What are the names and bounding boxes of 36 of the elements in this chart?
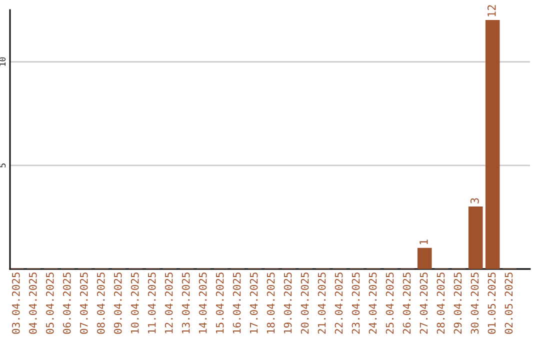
x-tick-label: 24.04.2025 [368,272,377,334]
x-tick-label: 19.04.2025 [284,272,292,334]
bar [485,20,500,269]
x-tick-label: 15.04.2025 [216,272,224,334]
data-label: 3 [470,198,479,204]
x-tick-label: 27.04.2025 [420,272,428,334]
data-label: 1 [420,240,428,244]
x-tick-label: 09.04.2025 [114,272,122,334]
data-label: 12 [487,5,496,16]
x-tick-label: 04.04.2025 [28,272,37,334]
x-tick-label: 25.04.2025 [386,272,394,334]
x-tick-label: 01.05.2025 [488,272,496,334]
x-tick-label: 16.04.2025 [232,272,241,334]
x-tick-label: 22.04.2025 [334,272,343,334]
x-tick-label: 13.04.2025 [182,272,190,334]
x-tick-label: 11.04.2025 [148,272,156,334]
x-tick-label: 08.04.2025 [96,272,105,334]
x-tick-label: 21.04.2025 [318,272,326,334]
x-tick-label: 03.04.2025 [12,272,20,334]
x-tick-label: 30.04.2025 [470,272,479,334]
x-tick-label: 14.04.2025 [198,272,207,334]
x-tick-label: 20.04.2025 [300,272,309,334]
x-tick-label: 18.04.2025 [266,272,275,334]
x-tick-label: 10.04.2025 [130,272,139,334]
x-tick-label: 02.05.2025 [504,272,513,334]
x-tick-label: 28.04.2025 [436,272,445,334]
bar [417,248,432,269]
x-tick-label: 07.04.2025 [80,272,88,334]
x-tick-label: 12.04.2025 [164,272,173,334]
x-tick-label: 29.04.2025 [454,272,462,334]
bar [468,206,483,269]
x-tick-label: 23.04.2025 [352,272,360,334]
x-tick-label: 05.04.2025 [46,272,54,334]
x-tick-label: 17.04.2025 [250,272,258,334]
x-tick-label: 26.04.2025 [402,272,411,334]
x-tick-label: 06.04.2025 [62,272,71,334]
